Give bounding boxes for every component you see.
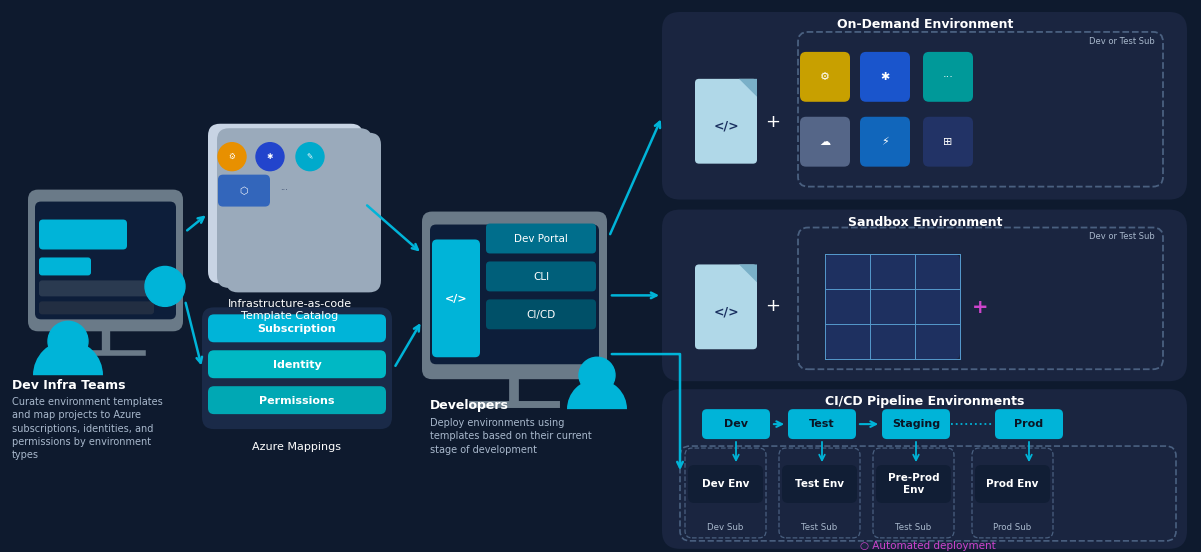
Text: Pre-Prod
Env: Pre-Prod Env: [888, 473, 939, 495]
FancyBboxPatch shape: [208, 351, 386, 378]
FancyBboxPatch shape: [662, 389, 1187, 549]
Text: +: +: [765, 113, 781, 131]
Text: Staging: Staging: [892, 419, 940, 429]
FancyBboxPatch shape: [38, 301, 154, 314]
FancyBboxPatch shape: [208, 124, 363, 283]
FancyBboxPatch shape: [924, 52, 973, 102]
Text: Dev Env: Dev Env: [701, 479, 749, 489]
FancyBboxPatch shape: [782, 465, 858, 503]
FancyBboxPatch shape: [800, 52, 850, 102]
FancyBboxPatch shape: [800, 117, 850, 167]
Text: </>: </>: [713, 120, 739, 132]
Text: Prod Env: Prod Env: [986, 479, 1039, 489]
Text: Dev or Test Sub: Dev or Test Sub: [1089, 232, 1155, 241]
Text: Dev Sub: Dev Sub: [707, 523, 743, 532]
FancyBboxPatch shape: [432, 240, 480, 357]
Wedge shape: [32, 340, 103, 375]
FancyBboxPatch shape: [219, 174, 270, 206]
Text: Infrastructure-as-code
Template Catalog: Infrastructure-as-code Template Catalog: [228, 299, 352, 321]
FancyBboxPatch shape: [975, 465, 1050, 503]
Circle shape: [145, 267, 185, 306]
Wedge shape: [567, 379, 627, 409]
Text: </>: </>: [444, 294, 467, 304]
Text: Developers: Developers: [430, 399, 509, 412]
Text: Test Sub: Test Sub: [801, 523, 837, 532]
Text: CLI: CLI: [533, 273, 549, 283]
FancyBboxPatch shape: [876, 465, 951, 503]
Text: Dev: Dev: [724, 419, 748, 429]
Text: ⬡: ⬡: [240, 185, 249, 195]
FancyBboxPatch shape: [38, 220, 127, 250]
Text: Test Env: Test Env: [795, 479, 844, 489]
Text: Azure Mappings: Azure Mappings: [252, 442, 341, 452]
Text: Dev or Test Sub: Dev or Test Sub: [1089, 38, 1155, 46]
FancyBboxPatch shape: [662, 12, 1187, 200]
FancyBboxPatch shape: [860, 117, 910, 167]
FancyBboxPatch shape: [208, 314, 386, 342]
Circle shape: [295, 143, 324, 171]
Text: Sandbox Environment: Sandbox Environment: [848, 216, 1003, 229]
FancyBboxPatch shape: [662, 210, 1187, 381]
Text: Subscription: Subscription: [258, 325, 336, 335]
Text: ○ Automated deployment: ○ Automated deployment: [860, 541, 996, 551]
FancyBboxPatch shape: [882, 409, 950, 439]
Text: ✱: ✱: [880, 72, 890, 82]
Text: ⚙: ⚙: [820, 72, 830, 82]
FancyBboxPatch shape: [422, 211, 607, 379]
Polygon shape: [739, 79, 757, 97]
FancyBboxPatch shape: [825, 254, 960, 359]
FancyBboxPatch shape: [703, 409, 770, 439]
Text: Identity: Identity: [273, 360, 322, 370]
Text: CI/CD Pipeline Environments: CI/CD Pipeline Environments: [825, 395, 1024, 408]
FancyBboxPatch shape: [994, 409, 1063, 439]
Polygon shape: [739, 264, 757, 283]
Text: Dev Infra Teams: Dev Infra Teams: [12, 379, 125, 392]
FancyBboxPatch shape: [486, 299, 596, 330]
FancyBboxPatch shape: [430, 225, 599, 364]
Text: ✎: ✎: [306, 152, 313, 161]
Text: Test Sub: Test Sub: [896, 523, 932, 532]
FancyBboxPatch shape: [695, 79, 757, 163]
FancyBboxPatch shape: [860, 52, 910, 102]
Text: ···: ···: [280, 186, 288, 195]
Text: Permissions: Permissions: [259, 396, 335, 406]
Text: On-Demand Environment: On-Demand Environment: [837, 18, 1014, 31]
Text: Deploy environments using
templates based on their current
stage of development: Deploy environments using templates base…: [430, 418, 592, 454]
Text: ⚙: ⚙: [228, 152, 235, 161]
FancyBboxPatch shape: [924, 117, 973, 167]
Text: ···: ···: [943, 72, 954, 82]
FancyBboxPatch shape: [202, 307, 392, 429]
Text: Curate environment templates
and map projects to Azure
subscriptions, identities: Curate environment templates and map pro…: [12, 397, 163, 460]
FancyBboxPatch shape: [28, 189, 183, 331]
Circle shape: [219, 143, 246, 171]
Circle shape: [48, 321, 88, 361]
Text: CI/CD: CI/CD: [526, 310, 556, 320]
Text: ⚡: ⚡: [882, 137, 889, 147]
FancyBboxPatch shape: [486, 262, 596, 291]
Text: </>: </>: [713, 305, 739, 319]
FancyBboxPatch shape: [486, 224, 596, 253]
FancyBboxPatch shape: [38, 257, 91, 275]
FancyBboxPatch shape: [217, 128, 372, 288]
FancyBboxPatch shape: [38, 280, 154, 296]
Text: +: +: [972, 298, 988, 317]
FancyBboxPatch shape: [788, 409, 856, 439]
Circle shape: [256, 143, 283, 171]
Text: Test: Test: [809, 419, 835, 429]
Text: Prod: Prod: [1015, 419, 1044, 429]
FancyBboxPatch shape: [208, 386, 386, 414]
Text: +: +: [765, 298, 781, 315]
Text: Dev Portal: Dev Portal: [514, 235, 568, 245]
Text: ☁: ☁: [819, 137, 831, 147]
FancyBboxPatch shape: [695, 264, 757, 349]
FancyBboxPatch shape: [226, 132, 381, 293]
FancyBboxPatch shape: [35, 201, 177, 320]
Text: ✱: ✱: [267, 152, 273, 161]
Text: Prod Sub: Prod Sub: [993, 523, 1032, 532]
Text: ⊞: ⊞: [943, 137, 952, 147]
Circle shape: [579, 357, 615, 393]
FancyBboxPatch shape: [688, 465, 763, 503]
